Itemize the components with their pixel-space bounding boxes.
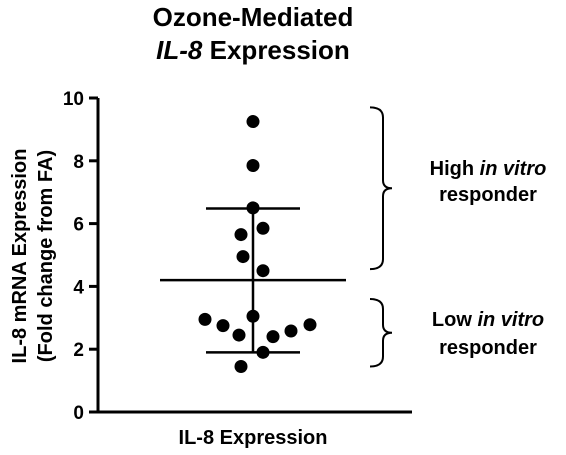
data-point: [216, 319, 230, 333]
data-point: [246, 309, 260, 323]
data-point: [256, 264, 270, 278]
y-axis-label-line1: IL-8 mRNA Expression: [9, 149, 31, 364]
low-responder-label-line2: responder: [439, 337, 537, 359]
data-point: [234, 359, 248, 373]
low-label-plain: Low: [432, 309, 478, 331]
data-point: [246, 159, 260, 173]
axes: [96, 98, 412, 414]
y-tick-label: 8: [73, 152, 84, 173]
y-axis-label-line2: (Fold change from FA): [35, 150, 57, 362]
data-point: [236, 250, 250, 264]
data-point: [266, 330, 280, 344]
y-tick-label: 4: [73, 277, 84, 298]
data-point: [246, 115, 260, 129]
low-responder-label-line1: Low in vitro: [432, 309, 544, 331]
data-point: [234, 228, 248, 242]
responder-braces: [369, 106, 393, 368]
high-responder-label-line2: responder: [439, 184, 537, 206]
high-responder-brace: [369, 106, 393, 271]
y-axis-label-group: IL-8 mRNA Expression (Fold change from F…: [9, 149, 57, 364]
high-responder-label-line1: High in vitro: [430, 158, 547, 180]
data-point: [256, 345, 270, 359]
chart-title-gene: IL-8: [156, 35, 203, 65]
data-point: [232, 328, 246, 342]
data-point: [198, 312, 212, 326]
low-responder-brace: [369, 297, 393, 368]
chart-title-line2: IL-8 Expression: [156, 35, 350, 65]
x-axis-label: IL-8 Expression: [179, 427, 328, 449]
y-tick-label: 2: [73, 340, 84, 361]
data-point: [256, 221, 270, 235]
high-label-italic: in vitro: [480, 158, 547, 180]
y-tick-label: 0: [73, 403, 84, 424]
chart-title-rest: Expression: [202, 35, 349, 65]
data-point: [246, 201, 260, 215]
y-tick-label: 10: [63, 89, 84, 110]
data-points: [198, 115, 317, 373]
chart-title-line1: Ozone-Mediated: [153, 2, 354, 32]
y-ticks: 0 2 4 6 8 10: [63, 89, 98, 424]
low-label-italic: in vitro: [477, 309, 544, 331]
data-point: [303, 318, 317, 332]
summary-bars: [160, 207, 346, 354]
high-label-plain: High: [430, 158, 480, 180]
data-point: [284, 324, 298, 338]
y-tick-label: 6: [73, 215, 84, 236]
